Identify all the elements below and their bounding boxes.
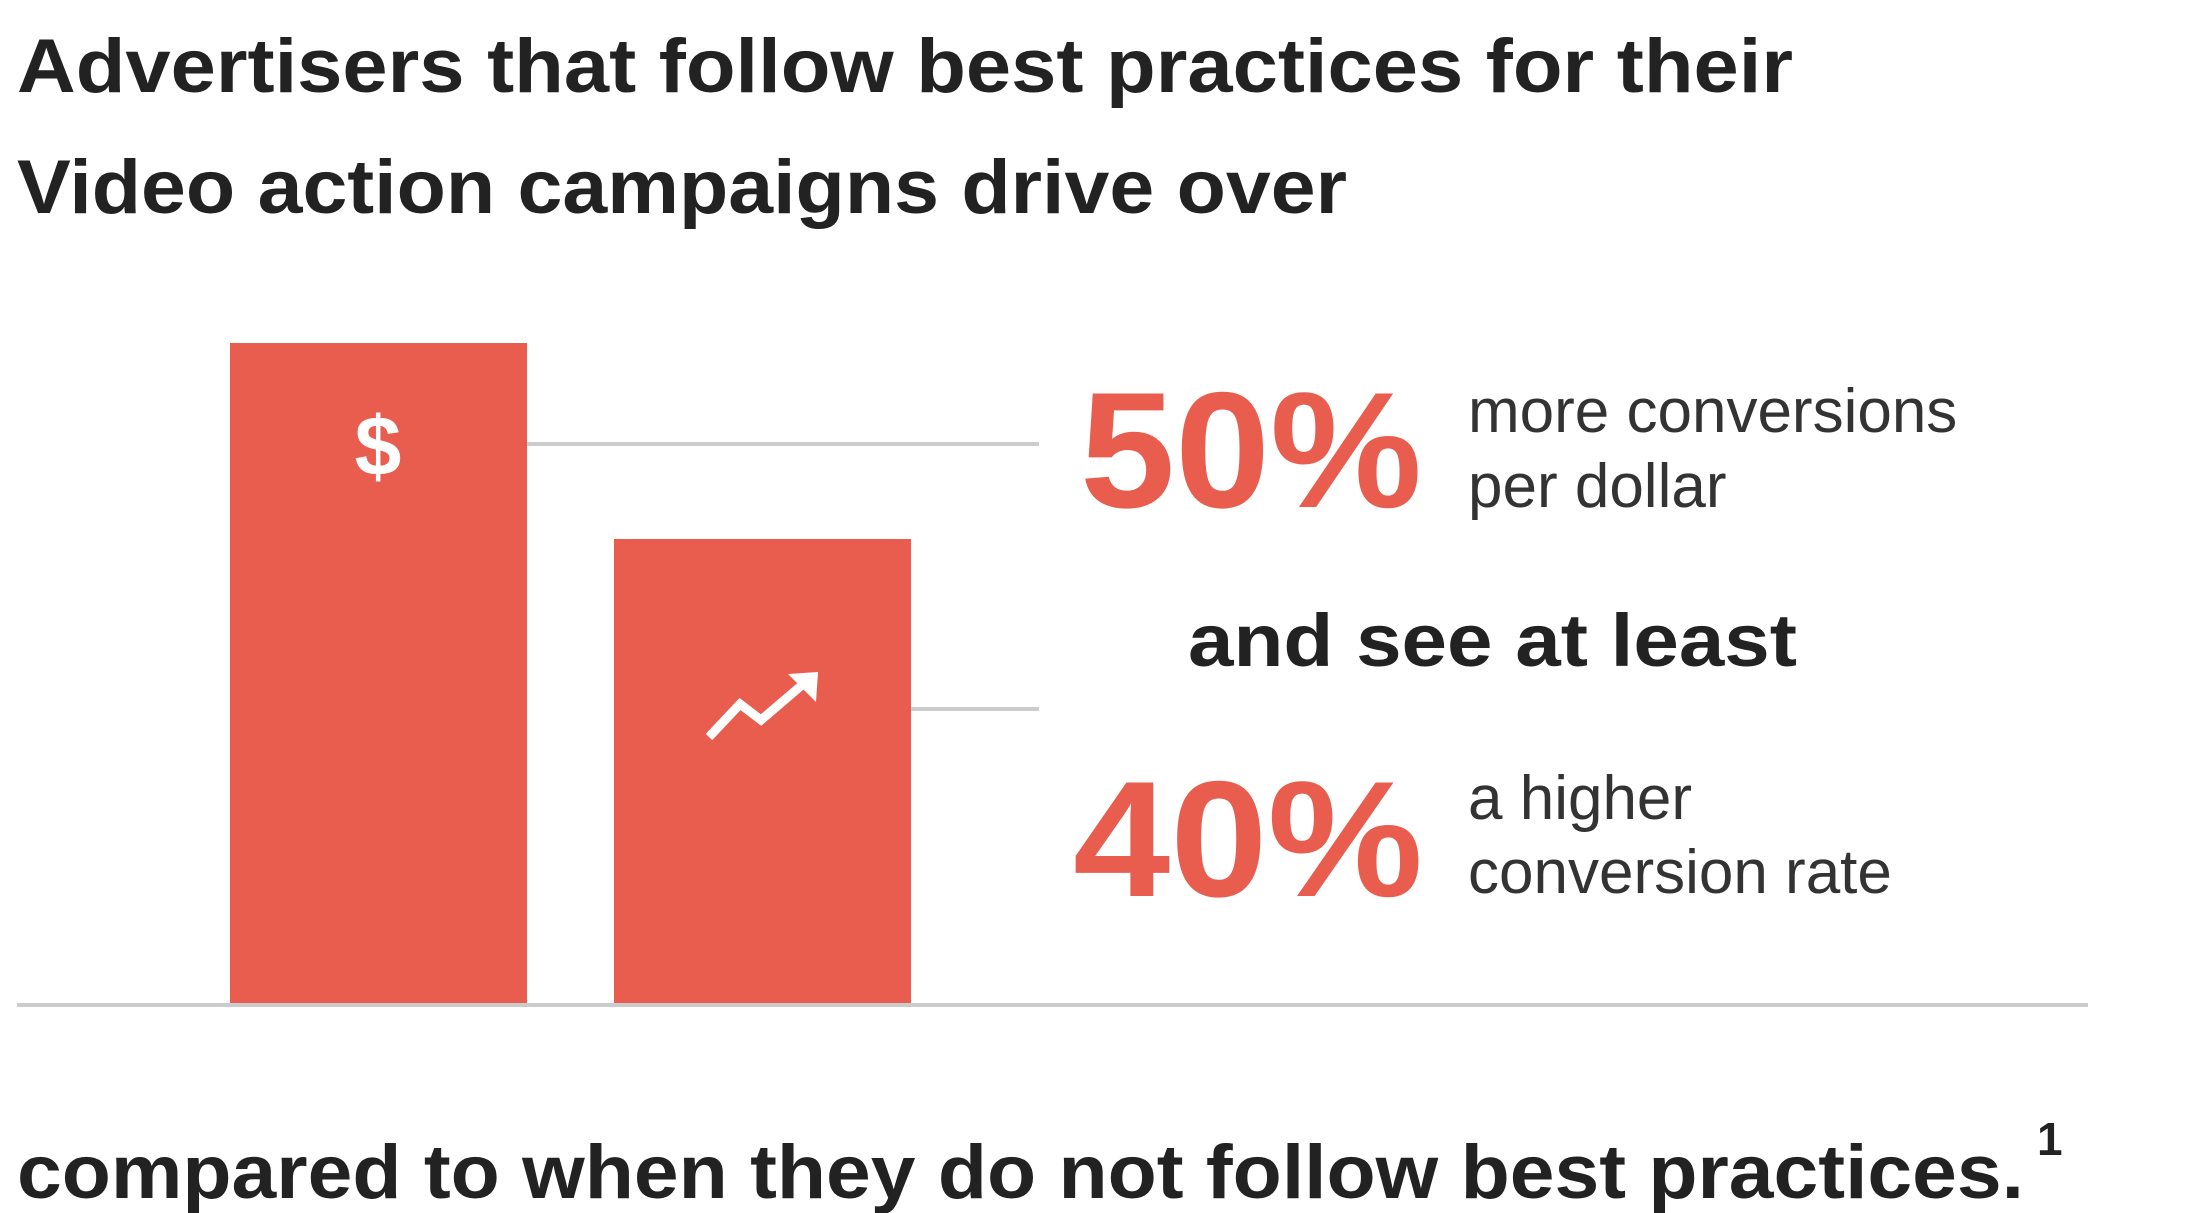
stat-description: more conversions [1468, 377, 1957, 446]
bar [614, 539, 911, 1003]
footnote-mark: 1 [2037, 1113, 2063, 1165]
trend-icon [705, 672, 818, 741]
bar [230, 343, 527, 1003]
dollar-icon: $ [355, 399, 402, 493]
trend-line [705, 681, 805, 741]
stat-description: conversion rate [1468, 838, 1892, 907]
footer-text: compared to when they do not follow best… [17, 1130, 2024, 1213]
stat-description: per dollar [1468, 452, 1726, 521]
title-line: Advertisers that follow best practices f… [17, 24, 1793, 109]
stat-value: 40% [1073, 747, 1423, 931]
trend-arrowhead [788, 672, 818, 702]
title-line: Video action campaigns drive over [17, 145, 1347, 230]
stat-description: a higher [1468, 764, 1692, 833]
connector-text: and see at least [1188, 599, 1797, 682]
stat-value: 50% [1080, 358, 1422, 542]
